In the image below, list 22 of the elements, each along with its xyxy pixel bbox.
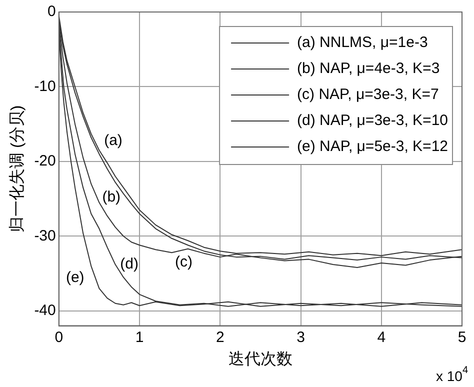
legend-label: (a) NNLMS, μ=1e-3 <box>297 34 428 52</box>
annotation: (a) <box>104 132 122 150</box>
x-tick-label: 5 <box>458 328 466 346</box>
x-tick-label: 3 <box>296 328 305 346</box>
x-axis-title: 迭代次数 <box>228 350 292 368</box>
y-tick-label: -20 <box>34 152 56 170</box>
x-tick-label: 1 <box>135 328 144 346</box>
y-tick-label: -10 <box>34 78 56 95</box>
legend-label: (d) NAP, μ=3e-3, K=10 <box>297 112 448 130</box>
y-tick-label: -30 <box>34 227 56 244</box>
y-tick-label: 0 <box>48 3 56 20</box>
legend-label: (e) NAP, μ=5e-3, K=12 <box>297 138 448 156</box>
x-tick-label: 4 <box>377 328 386 346</box>
y-axis-title: 归一化失调 (分贝) <box>8 105 26 232</box>
annotation: (b) <box>102 188 121 206</box>
y-tick-label: -40 <box>34 302 56 319</box>
annotation: (e) <box>66 269 84 286</box>
annotation: (d) <box>120 256 138 273</box>
x-tick-label: 2 <box>216 328 224 346</box>
legend-label: (c) NAP, μ=3e-3, K=7 <box>297 86 439 104</box>
annotation: (c) <box>175 254 193 271</box>
legend-label: (b) NAP, μ=4e-3, K=3 <box>297 60 440 78</box>
